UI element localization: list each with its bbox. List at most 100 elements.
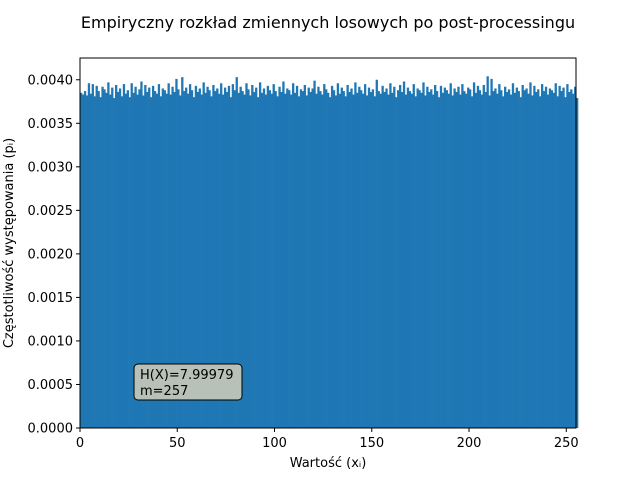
histogram-bar: [99, 97, 102, 429]
histogram-bar: [391, 92, 394, 428]
histogram-bar: [457, 86, 460, 428]
histogram-bar: [472, 82, 476, 428]
histogram-bar: [519, 97, 522, 429]
histogram-bar: [453, 88, 456, 428]
histogram-bar: [303, 84, 306, 429]
histogram-bar: [564, 97, 567, 429]
histogram-bar: [255, 87, 258, 428]
histogram-bar: [274, 91, 277, 428]
histogram-bar: [529, 82, 532, 428]
histogram-bar: [502, 96, 505, 428]
histogram-bar: [548, 88, 552, 428]
histogram-bar: [97, 91, 100, 428]
histogram-bar: [87, 83, 91, 428]
histogram-bar: [371, 89, 375, 428]
histogram-bar: [270, 93, 273, 428]
histogram-bar: [539, 96, 542, 428]
y-axis-ticks: 0.0000 0.0005 0.0010 0.0015 0.0020 0.0025 0.00…: [28, 73, 80, 437]
histogram-bar: [223, 87, 227, 428]
histogram-bar: [476, 85, 480, 429]
histogram-bar: [95, 85, 98, 429]
histogram-bar: [202, 82, 205, 428]
histogram-bar: [305, 95, 308, 428]
histogram-bar: [278, 86, 281, 428]
histogram-bar: [171, 86, 174, 428]
histogram-bar: [486, 76, 489, 428]
histogram-bar: [309, 91, 312, 428]
histogram-bar: [292, 83, 295, 428]
histogram-bar: [140, 81, 143, 428]
histogram-bar: [558, 85, 561, 429]
histogram-bar: [480, 94, 483, 428]
histogram-bar: [124, 93, 128, 428]
histogram-bar: [107, 82, 110, 428]
histogram-bar: [159, 96, 163, 428]
histogram-bar: [266, 85, 270, 429]
histogram-bar: [295, 85, 299, 429]
histogram-bar: [395, 97, 398, 429]
y-tick-label: 0.0030: [28, 160, 74, 175]
histogram-bar: [136, 94, 139, 428]
histogram-bar: [406, 87, 410, 428]
x-tick-label: 150: [359, 436, 384, 451]
histogram-bar: [352, 94, 355, 428]
histogram-bar: [262, 88, 266, 428]
histogram-bar: [132, 92, 135, 428]
chart-title: Empiryczny rozkład zmiennych losowych po…: [81, 13, 575, 32]
y-axis-label: Częstotliwość występowania (pᵢ): [2, 138, 17, 348]
x-tick-label: 100: [262, 436, 287, 451]
histogram-bar: [570, 89, 573, 428]
histogram-bar: [552, 92, 555, 428]
histogram-bar: [369, 91, 373, 428]
histogram-bar: [498, 84, 501, 429]
histogram-bar: [85, 95, 89, 428]
histogram-bar: [229, 97, 233, 429]
y-tick-label: 0.0020: [28, 247, 74, 262]
histogram-bar: [115, 84, 118, 429]
histogram-bar: [235, 77, 238, 429]
histogram-bar: [89, 93, 93, 428]
histogram-bars: [80, 76, 579, 429]
histogram-bar: [576, 98, 579, 429]
histogram-bar: [169, 94, 172, 428]
histogram-bar: [441, 92, 445, 428]
histogram-bar: [488, 95, 491, 428]
histogram-bar: [393, 86, 396, 428]
histogram-bar: [523, 90, 526, 429]
annotation-background: [133, 363, 243, 401]
histogram-bar: [535, 91, 538, 428]
x-tick-label: 0: [76, 436, 84, 451]
histogram-bar: [151, 85, 155, 429]
histogram-bar: [196, 91, 200, 428]
histogram-bar: [517, 91, 520, 428]
histogram-bar: [185, 87, 188, 428]
histogram-bar: [183, 91, 186, 428]
histogram-bar: [286, 88, 289, 428]
histogram-bar: [258, 82, 262, 428]
x-tick-label: 250: [554, 436, 579, 451]
histogram-bar: [336, 83, 340, 428]
x-axis-ticks: 0 50 100 150 200 250: [76, 428, 579, 451]
histogram-bar: [251, 84, 254, 429]
histogram-bar: [568, 91, 571, 428]
histogram-bar: [109, 94, 112, 428]
histogram-bar: [482, 84, 485, 429]
histogram-bar: [101, 86, 104, 428]
histogram-bar: [80, 92, 83, 428]
histogram-bar: [515, 87, 518, 428]
histogram-bar: [317, 86, 320, 428]
histogram-bar: [111, 87, 114, 428]
histogram-bar: [562, 87, 565, 428]
histogram-bar: [327, 92, 330, 428]
histogram-bar: [165, 93, 168, 428]
x-axis-label: Wartość (xᵢ): [290, 456, 367, 471]
histogram-bar: [358, 86, 361, 428]
histogram-bar: [247, 89, 250, 428]
histogram-bar: [177, 89, 180, 428]
histogram-bar: [245, 83, 248, 428]
histogram-bar: [334, 95, 338, 428]
histogram-bar: [299, 89, 303, 428]
histogram-bar: [134, 86, 137, 428]
y-tick-label: 0.0010: [28, 334, 74, 349]
